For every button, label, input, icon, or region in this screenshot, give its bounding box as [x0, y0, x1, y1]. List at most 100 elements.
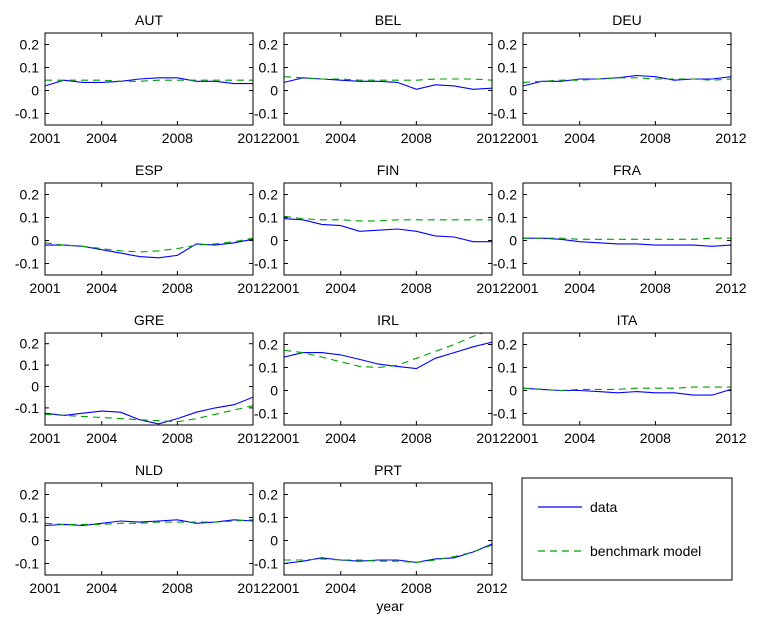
series-line-data	[284, 543, 492, 565]
y-tick-label: 0	[31, 233, 39, 249]
panel-title: PRT	[374, 462, 402, 478]
y-tick-label: -0.1	[254, 106, 278, 122]
panel-title: DEU	[612, 12, 642, 28]
series-line-data	[523, 74, 731, 87]
legend: data benchmark model	[521, 477, 733, 581]
x-tick-label: 2004	[86, 130, 117, 146]
x-tick-label: 2008	[640, 130, 671, 146]
y-tick-label: 0.1	[20, 357, 40, 373]
x-tick-label: 2004	[564, 280, 595, 296]
y-tick-label: -0.1	[254, 556, 278, 572]
x-tick-label: 2012	[237, 130, 268, 146]
series-line-data	[45, 77, 253, 87]
x-tick-label: 2012	[476, 430, 507, 446]
y-tick-label: 0.2	[20, 336, 40, 352]
legend-model-label: benchmark model	[590, 543, 701, 559]
x-tick-label: 2004	[325, 280, 356, 296]
y-tick-label: 0.2	[259, 37, 279, 53]
y-tick-label: 0	[31, 378, 39, 394]
panel-title: BEL	[375, 12, 402, 28]
y-tick-label: 0.2	[259, 337, 279, 353]
x-axis-label: year	[376, 598, 404, 614]
plot-frame	[44, 332, 254, 426]
x-tick-label: 2001	[29, 580, 60, 596]
x-tick-label: 2012	[476, 130, 507, 146]
x-tick-label: 2012	[237, 280, 268, 296]
y-tick-label: 0	[509, 383, 517, 399]
panel-title: ITA	[617, 312, 638, 328]
series-line-benchmark	[284, 544, 492, 563]
series-line-data	[523, 237, 731, 247]
x-tick-label: 2012	[476, 280, 507, 296]
y-tick-label: 0.1	[259, 510, 279, 526]
y-tick-label: 0	[270, 83, 278, 99]
panel-title: IRL	[377, 312, 399, 328]
series-line-benchmark	[45, 405, 253, 423]
y-tick-label: 0	[31, 83, 39, 99]
y-tick-label: 0.1	[20, 210, 40, 226]
x-tick-label: 2004	[86, 580, 117, 596]
y-tick-label: 0.1	[498, 360, 518, 376]
x-tick-label: 2001	[507, 430, 538, 446]
y-tick-label: 0.2	[259, 487, 279, 503]
series-line-benchmark	[45, 79, 253, 82]
y-tick-label: 0.1	[498, 210, 518, 226]
x-tick-label: 2012	[715, 430, 746, 446]
x-tick-label: 2012	[715, 280, 746, 296]
y-tick-label: 0.2	[20, 37, 40, 53]
y-tick-label: 0.1	[20, 510, 40, 526]
y-tick-label: 0.2	[498, 337, 518, 353]
x-tick-label: 2004	[564, 130, 595, 146]
x-tick-label: 2008	[401, 430, 432, 446]
y-tick-label: -0.1	[493, 256, 517, 272]
y-tick-label: 0.1	[259, 210, 279, 226]
legend-data-label: data	[590, 499, 617, 515]
y-tick-label: -0.1	[15, 106, 39, 122]
panel-title: FRA	[613, 162, 642, 178]
x-tick-label: 2008	[162, 430, 193, 446]
x-tick-label: 2001	[268, 580, 299, 596]
x-tick-label: 2008	[162, 580, 193, 596]
x-tick-label: 2012	[237, 430, 268, 446]
panel-fin: FIN 0.2 0.1 0 -0.1 2001 2004 2008 2012	[254, 162, 508, 296]
series-line-benchmark	[45, 237, 253, 253]
y-tick-label: 0.1	[259, 60, 279, 76]
panel-deu: DEU 0.2 0.1 0 -0.1 2001 2004 2008 2012	[493, 12, 747, 146]
plot-frame	[283, 32, 493, 126]
x-tick-label: 2012	[715, 130, 746, 146]
x-tick-label: 2004	[86, 430, 117, 446]
plot-frame	[44, 32, 254, 126]
x-tick-label: 2012	[476, 580, 507, 596]
y-tick-label: -0.1	[493, 106, 517, 122]
panel-title: ESP	[135, 162, 163, 178]
panel-aut: AUT 0.2 0.1 0 -0.1 2001 2004 2008 2012	[15, 12, 269, 146]
plot-frame	[283, 182, 493, 276]
y-tick-label: 0	[270, 233, 278, 249]
series-line-data	[284, 218, 492, 243]
y-tick-label: 0.2	[20, 187, 40, 203]
x-tick-label: 2001	[268, 430, 299, 446]
legend-box	[521, 477, 733, 581]
series-line-data	[45, 396, 253, 425]
series-line-benchmark	[523, 77, 731, 83]
series-line-data	[523, 387, 731, 396]
x-tick-label: 2004	[564, 430, 595, 446]
y-tick-label: 0.2	[498, 187, 518, 203]
plot-frame	[283, 482, 493, 576]
x-tick-label: 2008	[401, 130, 432, 146]
plot-frame	[44, 182, 254, 276]
x-tick-label: 2001	[29, 280, 60, 296]
panel-title: GRE	[134, 312, 164, 328]
x-tick-label: 2001	[29, 430, 60, 446]
series-line-benchmark	[45, 519, 253, 525]
series-line-data	[284, 77, 492, 90]
y-tick-label: 0	[270, 383, 278, 399]
x-tick-label: 2008	[162, 130, 193, 146]
x-tick-label: 2008	[401, 580, 432, 596]
x-tick-label: 2008	[640, 430, 671, 446]
y-tick-label: 0	[509, 233, 517, 249]
y-tick-label: 0.1	[498, 60, 518, 76]
plot-frame	[522, 32, 732, 126]
y-tick-label: -0.1	[15, 400, 39, 416]
y-tick-label: 0	[31, 533, 39, 549]
